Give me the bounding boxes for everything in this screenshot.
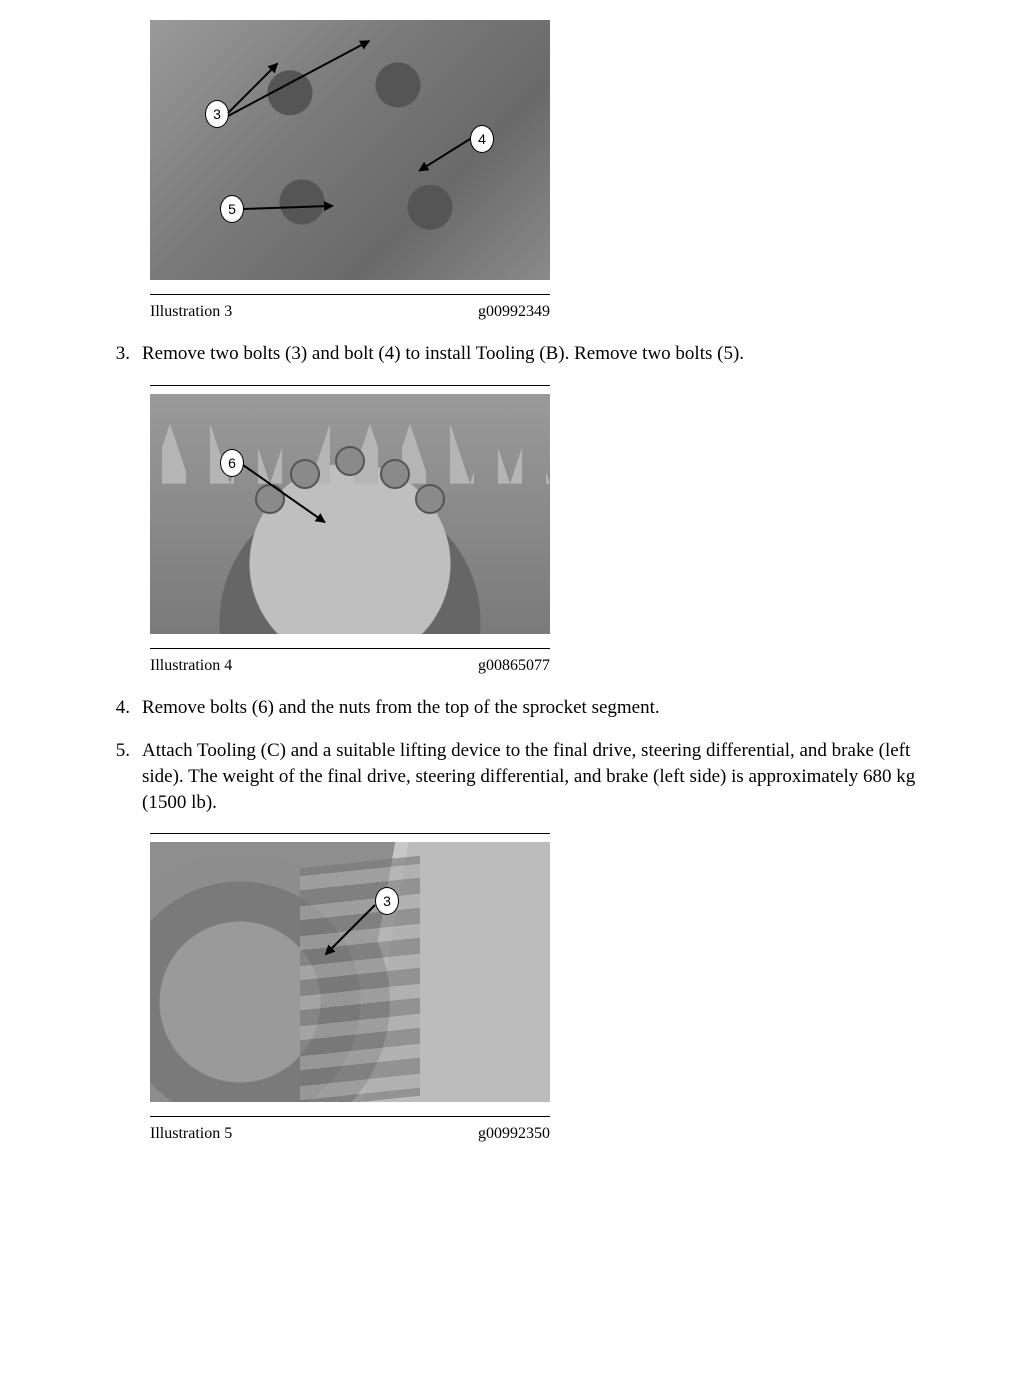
bolt-ring-graphic xyxy=(230,434,470,634)
caption-left: Illustration 3 xyxy=(150,303,232,321)
step-number: 3. xyxy=(100,341,142,367)
divider xyxy=(150,385,550,386)
step-number: 5. xyxy=(100,738,142,815)
caption-right: g00992350 xyxy=(478,1125,550,1143)
figure-5-caption: Illustration 5 g00992350 xyxy=(150,1125,550,1143)
callout-3: 3 xyxy=(205,100,229,128)
page: 3 4 5 Illustration 3 g00992349 3. Remove… xyxy=(0,0,1024,1203)
callout-5: 5 xyxy=(220,195,244,223)
caption-left: Illustration 5 xyxy=(150,1125,232,1143)
figure-5: 3 Illustration 5 g00992350 xyxy=(150,833,550,1143)
figure-4-caption: Illustration 4 g00865077 xyxy=(150,657,550,675)
step-text: Attach Tooling (C) and a suitable liftin… xyxy=(142,738,964,815)
step-text: Remove two bolts (3) and bolt (4) to ins… xyxy=(142,341,964,367)
step-text: Remove bolts (6) and the nuts from the t… xyxy=(142,695,964,721)
step-4: 4. Remove bolts (6) and the nuts from th… xyxy=(100,695,964,721)
divider xyxy=(150,648,550,649)
caption-right: g00992349 xyxy=(478,303,550,321)
sprocket-side-graphic xyxy=(300,856,420,1102)
arrow-icon xyxy=(243,205,333,210)
arrow-icon xyxy=(419,138,471,171)
arrow-icon xyxy=(227,63,278,114)
callout-6: 6 xyxy=(220,449,244,477)
divider xyxy=(150,1116,550,1117)
step-3: 3. Remove two bolts (3) and bolt (4) to … xyxy=(100,341,964,367)
divider xyxy=(150,833,550,834)
figure-4: 6 Illustration 4 g00865077 xyxy=(150,385,550,675)
step-list: 3. Remove two bolts (3) and bolt (4) to … xyxy=(100,341,964,367)
arrow-icon xyxy=(228,40,370,117)
callout-3b: 3 xyxy=(375,887,399,915)
illustration-3-image: 3 4 5 xyxy=(150,20,550,280)
caption-right: g00865077 xyxy=(478,657,550,675)
illustration-4-image: 6 xyxy=(150,394,550,634)
divider xyxy=(150,294,550,295)
step-number: 4. xyxy=(100,695,142,721)
step-5: 5. Attach Tooling (C) and a suitable lif… xyxy=(100,738,964,815)
callout-4: 4 xyxy=(470,125,494,153)
step-list: 4. Remove bolts (6) and the nuts from th… xyxy=(100,695,964,816)
caption-left: Illustration 4 xyxy=(150,657,232,675)
illustration-5-image: 3 xyxy=(150,842,550,1102)
figure-3-caption: Illustration 3 g00992349 xyxy=(150,303,550,321)
figure-3: 3 4 5 Illustration 3 g00992349 xyxy=(150,20,550,321)
